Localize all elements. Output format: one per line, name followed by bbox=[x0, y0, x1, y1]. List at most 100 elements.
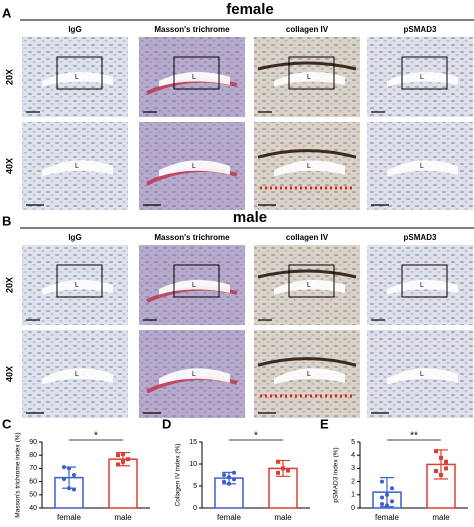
inset-box bbox=[56, 56, 103, 90]
y-axis-label: Masson's trichrome index (%) bbox=[15, 432, 22, 517]
data-point bbox=[286, 468, 290, 473]
data-point bbox=[62, 476, 66, 481]
data-point bbox=[121, 451, 125, 456]
inset-box bbox=[401, 264, 448, 298]
lumen bbox=[159, 279, 230, 295]
panel-letter: A bbox=[2, 5, 12, 20]
row-label: 20X bbox=[4, 69, 14, 85]
inset-box bbox=[173, 56, 220, 90]
inset-box bbox=[56, 264, 103, 298]
lumen-label: L bbox=[192, 282, 196, 289]
lumen bbox=[42, 368, 113, 385]
inset-box bbox=[401, 56, 448, 90]
stain-band bbox=[257, 357, 357, 367]
data-point bbox=[72, 487, 76, 492]
lumen bbox=[159, 71, 230, 87]
data-point bbox=[232, 470, 236, 475]
y-axis-label: pSMAD3 index (%) bbox=[333, 447, 340, 502]
y-tick-label: 60 bbox=[29, 478, 37, 485]
significance: * bbox=[254, 431, 258, 442]
panel-letter: E bbox=[320, 416, 329, 431]
y-tick-label: 90 bbox=[29, 439, 37, 446]
lumen bbox=[42, 71, 113, 87]
lumen-label: L bbox=[307, 74, 311, 81]
lumen bbox=[159, 160, 230, 177]
inset-box bbox=[173, 264, 220, 298]
column-header: collagen IV bbox=[286, 233, 329, 242]
panel-title: female bbox=[226, 1, 274, 18]
data-point bbox=[444, 466, 448, 471]
lumen bbox=[274, 279, 345, 295]
y-tick-label: 10 bbox=[189, 461, 197, 468]
data-point bbox=[390, 499, 394, 504]
lumen-label: L bbox=[75, 163, 79, 170]
data-point bbox=[380, 502, 384, 507]
significance: ** bbox=[410, 431, 418, 442]
data-point bbox=[121, 459, 125, 464]
data-point bbox=[62, 465, 66, 470]
column-header: IgG bbox=[68, 233, 81, 242]
data-point bbox=[281, 466, 285, 471]
column-header: pSMAD3 bbox=[404, 25, 437, 34]
row-label: 40X bbox=[4, 366, 14, 382]
panel-letter: B bbox=[2, 213, 11, 228]
data-point bbox=[227, 481, 231, 486]
x-tick-label: female bbox=[217, 513, 242, 522]
panel-letter: C bbox=[2, 416, 12, 431]
column-header: collagen IV bbox=[286, 25, 329, 34]
data-point bbox=[222, 479, 226, 484]
y-tick-label: 0 bbox=[193, 505, 197, 512]
lumen-label: L bbox=[192, 163, 196, 170]
data-point bbox=[390, 486, 394, 491]
lumen bbox=[274, 368, 345, 385]
data-point bbox=[385, 492, 389, 497]
bar bbox=[54, 476, 84, 509]
x-tick-label: male bbox=[432, 513, 450, 522]
data-point bbox=[232, 477, 236, 482]
y-tick-label: 4 bbox=[351, 452, 355, 459]
panel-title: male bbox=[233, 209, 267, 226]
column-header: IgG bbox=[68, 25, 81, 34]
y-tick-label: 70 bbox=[29, 465, 37, 472]
data-point bbox=[434, 469, 438, 474]
inset-box bbox=[288, 264, 335, 298]
data-point bbox=[439, 473, 443, 477]
y-axis-label: Collagen IV index (%) bbox=[175, 444, 182, 507]
x-tick-label: male bbox=[274, 513, 292, 522]
lumen bbox=[159, 368, 230, 385]
y-tick-label: 50 bbox=[29, 492, 37, 499]
lumen bbox=[42, 279, 113, 295]
lumen bbox=[42, 160, 113, 177]
y-tick-label: 0 bbox=[351, 505, 355, 512]
y-tick-label: 2 bbox=[351, 478, 355, 485]
data-point bbox=[439, 455, 443, 460]
inset-box bbox=[288, 56, 335, 90]
data-point bbox=[276, 459, 280, 464]
lumen-label: L bbox=[307, 163, 311, 170]
lumen-label: L bbox=[307, 371, 311, 378]
x-tick-label: female bbox=[57, 513, 82, 522]
data-point bbox=[227, 475, 231, 480]
lumen-label: L bbox=[420, 282, 424, 289]
y-tick-label: 80 bbox=[29, 452, 37, 459]
data-point bbox=[276, 470, 280, 475]
lumen bbox=[387, 368, 458, 385]
stain-band bbox=[257, 149, 357, 159]
data-point bbox=[385, 503, 389, 508]
data-point bbox=[67, 466, 71, 471]
lumen bbox=[387, 160, 458, 177]
lumen-label: L bbox=[192, 371, 196, 378]
data-point bbox=[116, 462, 120, 467]
lumen bbox=[387, 279, 458, 295]
y-tick-label: 3 bbox=[351, 465, 355, 472]
column-header: Masson's trichrome bbox=[154, 25, 230, 34]
data-point bbox=[126, 457, 130, 462]
data-point bbox=[67, 486, 71, 491]
lumen-label: L bbox=[307, 282, 311, 289]
lumen bbox=[387, 71, 458, 87]
lumen-label: L bbox=[75, 371, 79, 378]
stain-band bbox=[257, 61, 357, 71]
stain-band bbox=[257, 269, 357, 279]
y-tick-label: 5 bbox=[351, 439, 355, 446]
row-label: 40X bbox=[4, 158, 14, 174]
